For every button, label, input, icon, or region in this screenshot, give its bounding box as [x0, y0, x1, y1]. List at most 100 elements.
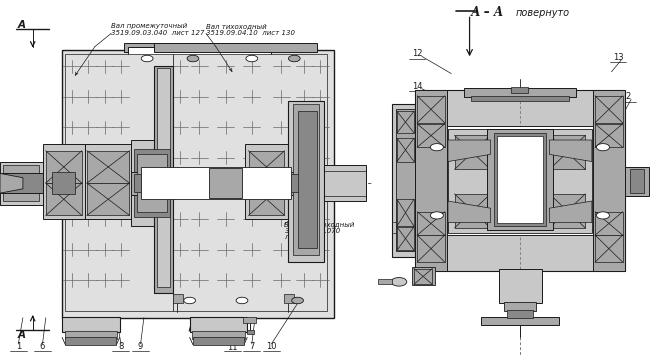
- Text: А: А: [18, 20, 26, 30]
- Circle shape: [141, 55, 153, 62]
- Bar: [455, 135, 490, 169]
- Bar: [511, 87, 528, 93]
- Polygon shape: [549, 140, 592, 162]
- Bar: [397, 199, 414, 226]
- Bar: [378, 279, 392, 284]
- Bar: [209, 168, 242, 198]
- Bar: [593, 90, 625, 271]
- Bar: [65, 337, 116, 345]
- Bar: [134, 174, 301, 192]
- Bar: [499, 269, 542, 303]
- Circle shape: [288, 55, 300, 62]
- Bar: [298, 111, 317, 248]
- Circle shape: [391, 278, 407, 286]
- Bar: [625, 167, 649, 196]
- Bar: [65, 54, 173, 311]
- Bar: [417, 235, 445, 262]
- Text: 8: 8: [118, 342, 124, 351]
- Polygon shape: [549, 201, 592, 223]
- Bar: [415, 90, 447, 271]
- Bar: [415, 126, 625, 235]
- Bar: [417, 96, 445, 123]
- Bar: [417, 124, 445, 147]
- Bar: [173, 294, 183, 303]
- Text: 6: 6: [40, 342, 45, 351]
- Text: 1: 1: [16, 342, 21, 351]
- Circle shape: [172, 181, 181, 186]
- Bar: [245, 144, 288, 219]
- Bar: [397, 227, 414, 250]
- Bar: [595, 212, 623, 235]
- Text: 10: 10: [266, 342, 277, 351]
- Bar: [471, 96, 569, 101]
- Bar: [494, 133, 546, 226]
- Bar: [414, 269, 432, 284]
- Text: Вал промежуточный: Вал промежуточный: [111, 23, 187, 29]
- Bar: [3, 165, 39, 201]
- Polygon shape: [189, 318, 211, 331]
- Bar: [157, 68, 170, 287]
- Bar: [62, 50, 334, 318]
- Bar: [324, 165, 366, 201]
- Bar: [284, 294, 294, 303]
- Circle shape: [430, 212, 443, 219]
- Circle shape: [430, 144, 443, 151]
- Bar: [464, 88, 576, 97]
- Bar: [397, 138, 414, 162]
- Bar: [392, 104, 428, 257]
- Circle shape: [187, 55, 199, 62]
- Bar: [46, 151, 82, 183]
- Polygon shape: [96, 318, 114, 331]
- Bar: [417, 212, 445, 235]
- Bar: [85, 144, 134, 219]
- Polygon shape: [222, 318, 242, 331]
- Text: 3519.09.03.070: 3519.09.03.070: [284, 228, 341, 234]
- Bar: [504, 302, 536, 311]
- Bar: [595, 124, 623, 147]
- Bar: [249, 151, 284, 183]
- Bar: [43, 144, 85, 219]
- Bar: [128, 47, 271, 61]
- Bar: [293, 104, 319, 255]
- Bar: [62, 317, 120, 332]
- Bar: [141, 167, 291, 199]
- Bar: [173, 54, 327, 311]
- Bar: [46, 183, 82, 215]
- Bar: [497, 136, 543, 223]
- Bar: [52, 172, 75, 194]
- Text: 12: 12: [412, 49, 422, 59]
- Bar: [415, 90, 625, 271]
- Circle shape: [246, 55, 258, 62]
- Bar: [124, 43, 271, 52]
- Circle shape: [184, 297, 196, 304]
- Bar: [481, 317, 559, 325]
- Bar: [0, 162, 43, 205]
- Bar: [154, 43, 317, 52]
- Text: 4: 4: [398, 213, 404, 222]
- Bar: [249, 183, 284, 215]
- Bar: [419, 130, 621, 230]
- Bar: [549, 194, 585, 228]
- Bar: [87, 183, 129, 215]
- Bar: [243, 317, 256, 323]
- Text: А – А: А – А: [470, 6, 504, 19]
- Polygon shape: [0, 173, 23, 193]
- Circle shape: [292, 297, 303, 304]
- Text: 11: 11: [227, 343, 237, 352]
- Bar: [134, 149, 170, 217]
- Bar: [87, 151, 129, 183]
- Bar: [507, 310, 533, 318]
- Polygon shape: [448, 129, 592, 233]
- Bar: [131, 172, 304, 195]
- Bar: [549, 135, 585, 169]
- Text: 3519.09.03.040  лист 127: 3519.09.03.040 лист 127: [111, 30, 205, 36]
- Text: 3: 3: [403, 132, 408, 141]
- Bar: [193, 337, 244, 345]
- Bar: [247, 330, 254, 334]
- Bar: [192, 331, 245, 339]
- Text: 2: 2: [625, 92, 630, 102]
- Bar: [288, 101, 324, 262]
- Bar: [397, 111, 414, 133]
- Text: 7: 7: [249, 342, 254, 351]
- Text: 3519.09.04.10  лист 130: 3519.09.04.10 лист 130: [206, 30, 295, 36]
